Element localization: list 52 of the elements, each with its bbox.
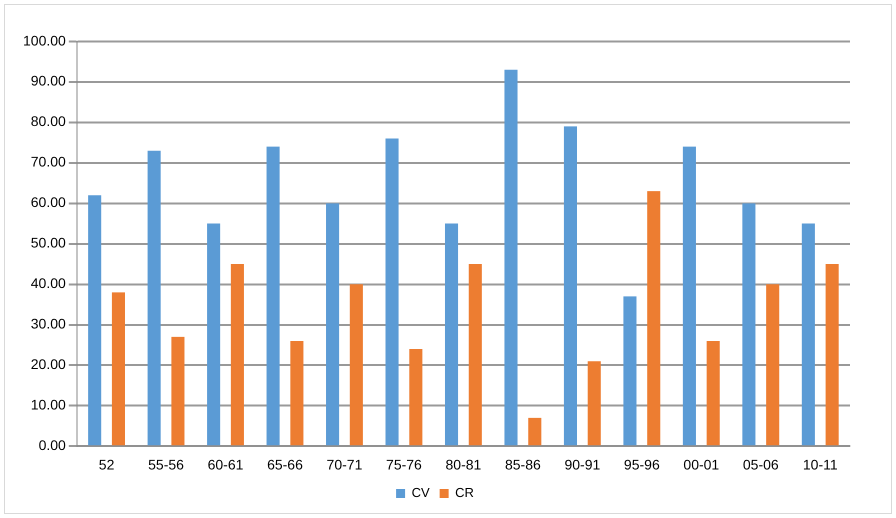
bar	[826, 264, 839, 446]
bar	[326, 203, 340, 446]
y-tick-label: 100.00	[22, 32, 66, 48]
x-tick-label: 52	[98, 456, 115, 472]
x-tick-label: 85-86	[504, 456, 541, 472]
bar	[588, 361, 601, 446]
y-tick-label: 20.00	[30, 356, 66, 372]
bar	[623, 296, 636, 446]
y-tick-label: 50.00	[30, 234, 66, 251]
x-tick-label: 10-11	[802, 456, 838, 472]
x-tick-label: 90-91	[564, 456, 600, 472]
bar	[230, 264, 244, 446]
bar	[207, 224, 220, 446]
bar	[706, 340, 720, 446]
bar	[528, 418, 542, 446]
y-tick-label: 90.00	[30, 72, 66, 89]
x-tick-label: 55-56	[148, 456, 184, 472]
y-tick-label: 60.00	[30, 194, 66, 210]
bar	[386, 138, 399, 446]
bar	[468, 264, 482, 446]
y-tick-label: 10.00	[30, 396, 66, 413]
bar	[409, 349, 422, 446]
x-tick-label: 80-81	[446, 456, 482, 472]
bar	[266, 146, 280, 446]
x-tick-label: 95-96	[624, 456, 660, 472]
bar	[504, 70, 518, 446]
bar	[444, 224, 458, 446]
bar	[171, 336, 184, 446]
bar	[148, 150, 161, 446]
y-tick-label: 0.00	[38, 437, 66, 454]
bar	[766, 284, 780, 446]
x-tick-label: 60-61	[208, 456, 244, 472]
bar	[564, 126, 578, 446]
x-tick-label: 70-71	[326, 456, 363, 472]
bar	[88, 195, 102, 446]
legend-label: CR	[455, 485, 474, 500]
x-tick-label: 65-66	[267, 456, 304, 472]
bar	[802, 224, 815, 446]
bar	[742, 203, 756, 446]
bar	[350, 284, 363, 446]
x-tick-label: 75-76	[386, 456, 422, 472]
y-tick-label: 40.00	[30, 275, 66, 292]
legend-label: CV	[412, 485, 430, 500]
x-tick-label: 00-01	[683, 456, 720, 472]
bar	[112, 292, 125, 446]
y-tick-label: 30.00	[30, 316, 66, 332]
bar	[682, 146, 696, 446]
bar	[290, 340, 304, 446]
x-tick-label: 05-06	[742, 456, 779, 472]
y-tick-label: 80.00	[30, 113, 66, 130]
bar	[647, 191, 660, 446]
y-tick-label: 70.00	[30, 154, 66, 170]
